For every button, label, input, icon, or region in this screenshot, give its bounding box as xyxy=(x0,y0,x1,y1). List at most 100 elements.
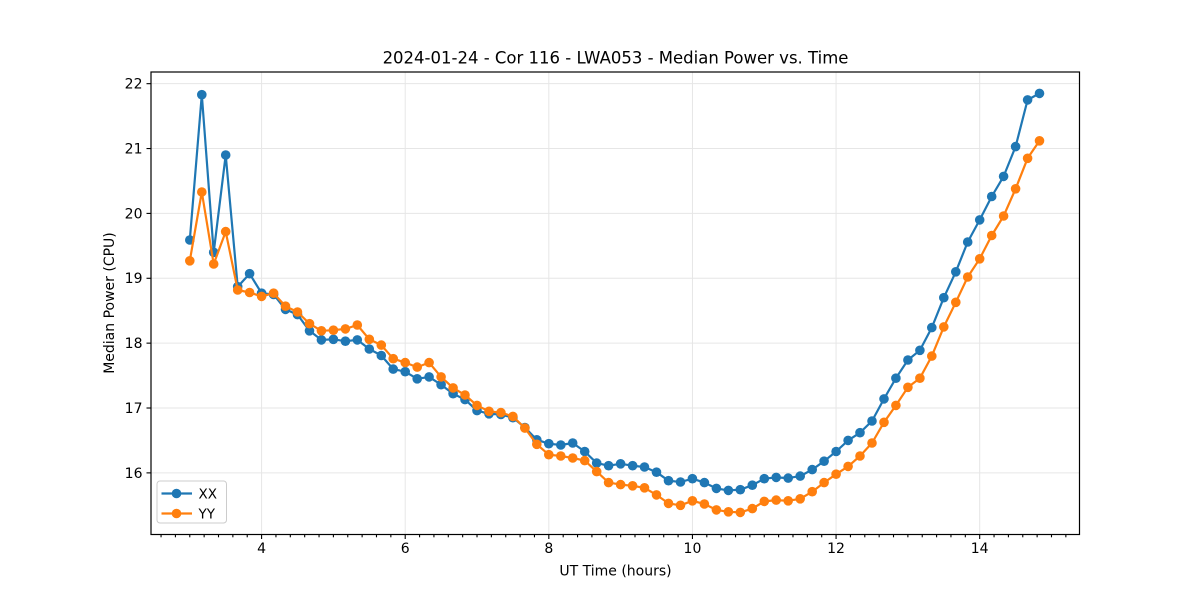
data-point-yy xyxy=(376,340,387,350)
y-tick-label: 21 xyxy=(125,141,143,157)
data-point-yy xyxy=(520,423,530,433)
x-tick-label: 14 xyxy=(971,541,989,557)
data-point-yy xyxy=(388,353,399,364)
y-axis-ticks: 16 17 18 19 20 21 22 xyxy=(125,77,151,482)
legend-item-yy: YY xyxy=(161,506,216,522)
data-point-xx xyxy=(556,440,566,450)
data-point-yy xyxy=(1034,136,1045,146)
data-point-yy xyxy=(735,507,746,518)
data-point-yy xyxy=(508,411,518,422)
data-point-xx xyxy=(663,475,674,486)
data-point-yy xyxy=(891,400,901,411)
data-point-yy xyxy=(819,477,829,488)
data-point-xx xyxy=(376,350,387,361)
x-axis-label: UT Time (hours) xyxy=(559,564,671,580)
data-point-yy xyxy=(556,451,566,461)
data-point-yy xyxy=(651,490,662,500)
data-point-xx xyxy=(1034,88,1045,99)
data-point-yy xyxy=(352,320,363,330)
x-axis-ticks: 4 6 8 10 12 14 xyxy=(257,534,989,557)
y-tick-label: 19 xyxy=(125,271,143,287)
data-point-yy xyxy=(867,438,877,448)
data-point-xx xyxy=(591,458,602,468)
data-point-xx xyxy=(699,477,710,488)
data-point-xx xyxy=(304,326,315,336)
data-point-xx xyxy=(1010,141,1021,152)
data-point-xx xyxy=(197,89,207,100)
data-point-xx xyxy=(843,435,853,446)
data-point-xx xyxy=(951,267,961,277)
data-point-xx xyxy=(771,472,781,483)
data-point-yy xyxy=(340,324,351,334)
data-point-yy xyxy=(986,230,997,241)
data-point-yy xyxy=(197,187,207,197)
data-point-xx xyxy=(424,372,434,382)
data-point-yy xyxy=(711,505,722,515)
data-point-yy xyxy=(998,211,1009,221)
data-point-yy xyxy=(807,486,817,497)
data-point-yy xyxy=(220,226,231,237)
data-point-xx xyxy=(220,150,231,160)
y-tick-label: 17 xyxy=(125,401,143,417)
series-yy xyxy=(185,136,1045,518)
data-point-yy xyxy=(544,449,554,460)
data-point-yy xyxy=(843,461,853,472)
legend-item-xx: XX xyxy=(161,486,217,502)
data-point-yy xyxy=(1022,153,1033,164)
data-point-yy xyxy=(400,357,411,368)
data-point-yy xyxy=(304,318,315,329)
data-point-yy xyxy=(460,390,470,400)
data-point-xx xyxy=(927,322,937,333)
y-tick-label: 16 xyxy=(125,466,143,482)
data-point-xx xyxy=(735,484,746,495)
data-point-xx xyxy=(974,215,985,225)
data-point-yy xyxy=(903,382,913,393)
data-point-yy xyxy=(1010,184,1021,194)
data-point-xx xyxy=(675,477,686,487)
data-point-xx xyxy=(651,467,662,478)
data-point-xx xyxy=(544,438,554,449)
data-point-xx xyxy=(316,335,327,345)
data-point-yy xyxy=(783,496,793,506)
axes-spines xyxy=(150,71,1081,536)
data-point-yy xyxy=(675,500,686,511)
data-point-xx xyxy=(627,460,638,471)
data-point-xx xyxy=(747,480,758,491)
data-point-xx xyxy=(795,471,805,481)
legend: XX YY xyxy=(156,480,227,524)
data-point-yy xyxy=(208,259,219,269)
data-point-yy xyxy=(591,466,602,477)
y-tick-label: 22 xyxy=(125,77,143,93)
data-point-xx xyxy=(412,374,423,384)
data-point-yy xyxy=(436,372,446,382)
data-point-yy xyxy=(484,406,494,417)
data-point-yy xyxy=(639,483,650,493)
data-point-xx xyxy=(723,485,734,496)
data-point-xx xyxy=(783,473,793,483)
data-point-xx xyxy=(340,336,351,347)
data-point-yy xyxy=(328,325,339,336)
data-point-xx xyxy=(711,483,722,494)
data-point-xx xyxy=(364,344,375,354)
data-point-xx xyxy=(400,366,411,377)
data-point-yy xyxy=(280,301,291,312)
chart-title: 2024-01-24 - Cor 116 - LWA053 - Median P… xyxy=(383,49,849,68)
y-axis-label: Median Power (CPU) xyxy=(102,232,118,374)
data-point-yy xyxy=(974,253,985,264)
data-point-xx xyxy=(639,462,650,472)
data-point-xx xyxy=(759,473,770,484)
data-point-yy xyxy=(532,439,542,450)
data-point-xx xyxy=(939,292,949,303)
data-point-yy xyxy=(472,400,482,411)
data-point-xx xyxy=(855,427,865,438)
data-point-xx xyxy=(807,464,817,475)
data-point-yy xyxy=(699,499,710,509)
data-point-yy xyxy=(687,496,698,506)
data-point-yy xyxy=(244,287,255,298)
y-tick-label: 18 xyxy=(125,336,143,352)
data-point-yy xyxy=(927,351,937,361)
data-point-xx xyxy=(436,379,446,390)
